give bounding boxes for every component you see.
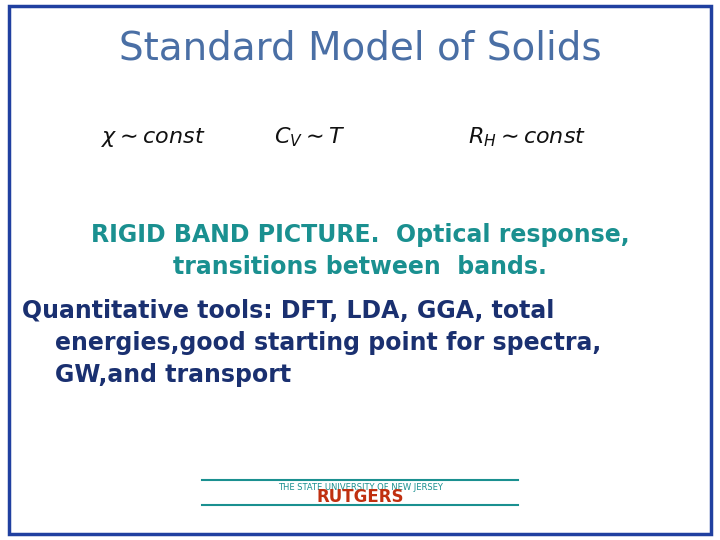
Text: $R_H \sim const$: $R_H \sim const$: [468, 126, 586, 150]
Text: Standard Model of Solids: Standard Model of Solids: [119, 30, 601, 68]
FancyBboxPatch shape: [9, 6, 711, 534]
Text: $C_V \sim T$: $C_V \sim T$: [274, 126, 345, 150]
Text: transitions between  bands.: transitions between bands.: [173, 255, 547, 279]
Text: RUTGERS: RUTGERS: [316, 488, 404, 506]
Text: THE STATE UNIVERSITY OF NEW JERSEY: THE STATE UNIVERSITY OF NEW JERSEY: [278, 483, 442, 491]
Text: energies,good starting point for spectra,: energies,good starting point for spectra…: [22, 331, 601, 355]
Text: RIGID BAND PICTURE.  Optical response,: RIGID BAND PICTURE. Optical response,: [91, 223, 629, 247]
Text: $\chi \sim const$: $\chi \sim const$: [101, 126, 205, 149]
Text: GW,and transport: GW,and transport: [22, 363, 291, 387]
Text: Quantitative tools: DFT, LDA, GGA, total: Quantitative tools: DFT, LDA, GGA, total: [22, 299, 554, 322]
